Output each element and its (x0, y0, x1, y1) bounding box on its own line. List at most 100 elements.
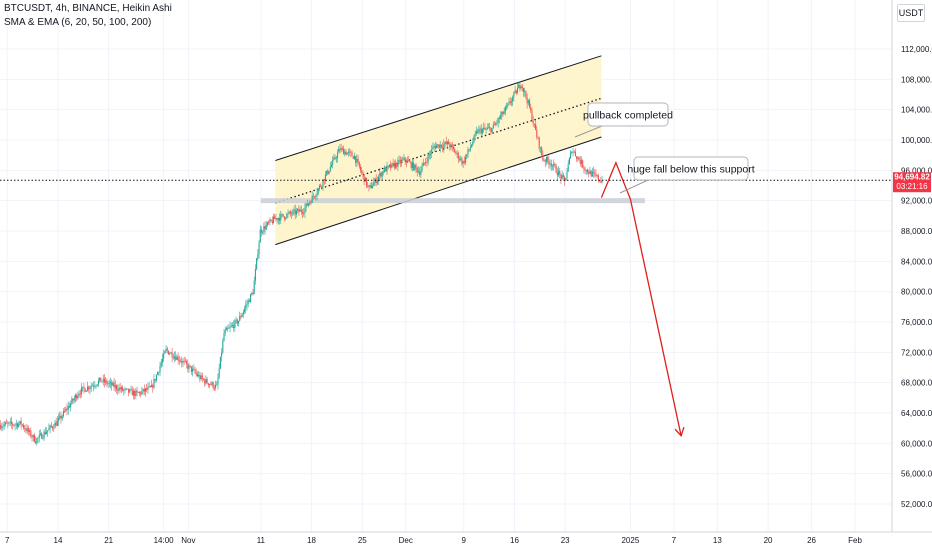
candle-body (82, 386, 84, 388)
candle-body (132, 390, 134, 396)
candle-body (498, 117, 500, 119)
candle-body (89, 387, 91, 390)
candle-body (350, 151, 352, 153)
candle-body (335, 158, 337, 159)
candle-body (68, 406, 70, 408)
candle-body (237, 320, 240, 324)
candle-body (281, 214, 283, 216)
candle-body (176, 356, 178, 360)
candle-body (70, 403, 72, 408)
candle-body (345, 151, 347, 155)
candle-body (242, 311, 244, 315)
candle-body (299, 209, 301, 212)
candle-body (124, 388, 126, 390)
candle-body (595, 173, 597, 176)
candle-body (253, 280, 255, 295)
indicator-legend[interactable]: SMA & EMA (6, 20, 50, 100, 200) (4, 17, 152, 28)
candle-body (436, 145, 438, 149)
candle-body (246, 303, 248, 306)
candle-body (248, 300, 250, 302)
candle-body (469, 147, 471, 150)
candle-body (312, 195, 314, 197)
candle-body (101, 381, 103, 383)
candle-body (507, 103, 509, 107)
candle-body (464, 156, 467, 163)
candle-body (300, 209, 302, 212)
candle-body (260, 229, 263, 233)
candle-body (144, 388, 147, 392)
candle-body (258, 242, 260, 255)
candle-body (148, 386, 150, 388)
candle-body (332, 159, 334, 165)
candle-body (334, 157, 336, 159)
candle-body (502, 111, 504, 115)
candle-body (53, 428, 55, 429)
price-axis: 52,000.00 56,000.00 60,000.00 64,000.00 68,0… (901, 45, 932, 509)
candle-body (192, 368, 194, 372)
candle-body (576, 156, 578, 159)
currency-button[interactable]: USDT (897, 4, 925, 22)
candle-body (553, 163, 555, 166)
candle-body (119, 387, 121, 390)
candle-body (567, 164, 569, 172)
candle-body (443, 144, 445, 148)
x-tick-label: 7 (5, 536, 10, 545)
candle-body (78, 393, 80, 396)
candle-body (59, 415, 61, 418)
candle-body (4, 422, 6, 425)
candle-body (393, 163, 395, 168)
candle-body (29, 430, 31, 432)
candle-body (183, 360, 185, 362)
candle-body (355, 156, 357, 163)
candle-body (321, 185, 323, 187)
candle-body (420, 170, 422, 175)
candle-body (18, 423, 20, 427)
symbol-title: BTCUSDT, 4h, BINANCE, Heikin Ashi (4, 3, 172, 14)
candle-body (513, 92, 515, 98)
candle-body (47, 430, 49, 433)
candle-body (463, 161, 465, 163)
y-tick-label: 72,000.00 (901, 348, 932, 357)
candle-body (365, 177, 368, 186)
candle-body (143, 388, 145, 392)
candle-body (547, 157, 549, 161)
candle-body (157, 372, 159, 375)
candle-body (593, 171, 595, 173)
x-tick-label: 9 (462, 536, 467, 545)
candle-body (190, 366, 192, 372)
candle-body (240, 316, 242, 318)
candle-body (42, 437, 44, 439)
candle-body (539, 147, 541, 149)
support-band (260, 198, 645, 204)
candle-body (405, 160, 407, 163)
candle-body (215, 384, 217, 389)
candle-body (421, 166, 423, 171)
candle-body (341, 148, 343, 149)
y-tick-label: 60,000.00 (901, 439, 932, 448)
candle-body (45, 432, 48, 434)
candle-body (7, 423, 9, 425)
candle-body (297, 208, 299, 211)
candle-body (54, 422, 56, 429)
candle-body (411, 162, 413, 169)
candle-body (432, 146, 434, 149)
candle-body (44, 431, 46, 434)
candle-body (88, 386, 90, 390)
candle-body (478, 129, 480, 133)
candle-body (33, 434, 35, 442)
candle-body (423, 162, 426, 164)
candle-body (474, 133, 476, 136)
candle-body (538, 137, 540, 149)
candle-body (141, 391, 143, 395)
candle-body (60, 415, 62, 419)
candle-body (245, 305, 247, 309)
candle-body (67, 406, 69, 410)
candle-body (316, 193, 318, 196)
candle-body (597, 175, 599, 180)
candle-body (473, 135, 475, 142)
candle-body (230, 325, 232, 327)
candle-body (206, 378, 208, 384)
candle-body (262, 231, 264, 233)
